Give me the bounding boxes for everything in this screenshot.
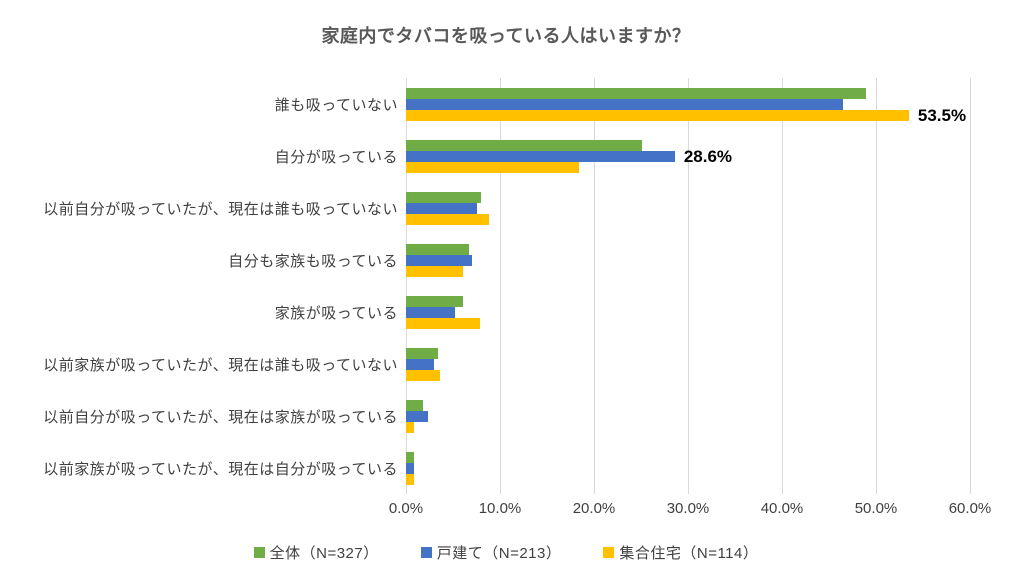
legend-swatch-icon [420, 547, 432, 558]
category-label: 自分も家族も吸っている [228, 252, 398, 270]
category-axis: 誰も吸っていない 自分が吸っている以前自分が吸っていたが、現在は誰も吸っていない自… [0, 78, 398, 494]
bar [406, 202, 477, 214]
bar-line [406, 254, 970, 266]
value-axis: 0.0% 10.0% 20.0% 30.0% 40.0% 50.0% 60.0% [0, 500, 1012, 522]
bar-line [406, 265, 970, 277]
x-axis-tick-label: 40.0% [760, 500, 804, 517]
bar-line [406, 306, 970, 318]
gridline [970, 78, 971, 494]
bar [406, 421, 415, 433]
bar-group [406, 390, 970, 442]
gridline [500, 78, 501, 494]
bar [406, 213, 489, 225]
bar-line [406, 347, 970, 359]
bar [406, 306, 455, 318]
legend: 全体（N=327） 戸建て（N=213） 集合住宅（N=114） [0, 542, 1012, 563]
legend-item: 集合住宅（N=114） [603, 542, 758, 563]
legend-swatch-icon [253, 547, 265, 558]
gridline [876, 78, 877, 494]
legend-label: 集合住宅（N=114） [619, 545, 759, 562]
bar-line [406, 317, 970, 329]
category-label: 以前自分が吸っていたが、現在は誰も吸っていない [43, 200, 398, 218]
bar-line [406, 473, 970, 485]
bar-group: 53.5% [406, 78, 970, 130]
bar [406, 150, 675, 162]
bar [406, 317, 481, 329]
category-label: 誰も吸っていない [274, 96, 398, 114]
bar-line [406, 191, 970, 203]
legend-item: 全体（N=327） [253, 542, 379, 563]
bar [406, 451, 415, 463]
plot-area: 53.5% 28.6% [406, 78, 971, 494]
bar [406, 358, 435, 370]
bar [406, 462, 415, 474]
bar-line: 53.5% [406, 105, 970, 125]
bar [406, 347, 438, 359]
gridline [782, 78, 783, 494]
category-label: 以前家族が吸っていたが、現在は誰も吸っていない [43, 356, 398, 374]
bar [406, 191, 482, 203]
bar [406, 254, 472, 266]
x-axis-tick-label: 20.0% [572, 500, 616, 517]
bar [406, 243, 469, 255]
data-label: 28.6% [683, 146, 733, 166]
legend-swatch-icon [603, 547, 615, 558]
bar-line [406, 358, 970, 370]
bar-line [406, 369, 970, 381]
bar-line [406, 399, 970, 411]
x-axis-tick-label: 60.0% [948, 500, 992, 517]
bar [406, 87, 866, 99]
bar [406, 369, 440, 381]
bar-group [406, 338, 970, 390]
bar-line [406, 161, 970, 173]
gridline [406, 78, 407, 494]
bar [406, 410, 428, 422]
bar [406, 265, 464, 277]
category-label: 家族が吸っている [274, 304, 398, 322]
legend-label: 戸建て（N=213） [436, 545, 562, 562]
bar-line [406, 139, 970, 151]
category-label: 自分が吸っている [274, 148, 398, 166]
bar-group [406, 234, 970, 286]
bar-line [406, 295, 970, 307]
bar-line [406, 462, 970, 474]
bar [406, 109, 909, 121]
x-axis-tick-label: 0.0% [388, 500, 424, 517]
bar-group [406, 182, 970, 234]
bar [406, 161, 579, 173]
chart-title: 家庭内でタバコを吸っている人はいますか？ [321, 26, 691, 46]
data-label: 53.5% [917, 105, 967, 125]
bar-group [406, 442, 970, 494]
bar-line [406, 410, 970, 422]
bar [406, 139, 642, 151]
bar-line [406, 202, 970, 214]
bar-group [406, 286, 970, 338]
bar-line [406, 243, 970, 255]
legend-label: 全体（N=327） [269, 545, 379, 562]
bar-line [406, 87, 970, 99]
bar [406, 399, 423, 411]
legend-item: 戸建て（N=213） [420, 542, 562, 563]
bar-line [406, 421, 970, 433]
bar [406, 295, 464, 307]
category-label: 以前家族が吸っていたが、現在は自分が吸っている [43, 460, 398, 478]
bar-line [406, 213, 970, 225]
bar-line [406, 98, 970, 110]
gridline [594, 78, 595, 494]
x-axis-tick-label: 30.0% [666, 500, 710, 517]
bar-rows: 53.5% 28.6% [406, 78, 970, 494]
x-axis-tick-label: 10.0% [478, 500, 522, 517]
gridline [688, 78, 689, 494]
bar-line [406, 451, 970, 463]
bar-group: 28.6% [406, 130, 970, 182]
bar [406, 98, 844, 110]
bar-line: 28.6% [406, 146, 970, 166]
category-label: 以前自分が吸っていたが、現在は家族が吸っている [43, 408, 398, 426]
bar [406, 473, 415, 485]
x-axis-tick-label: 50.0% [854, 500, 898, 517]
